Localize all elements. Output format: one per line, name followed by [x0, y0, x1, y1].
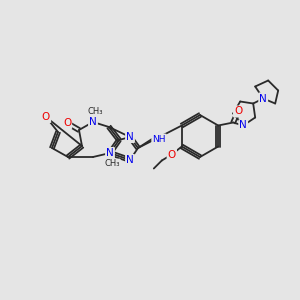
Text: N: N — [106, 148, 114, 158]
Text: O: O — [168, 149, 176, 160]
Text: NH: NH — [152, 134, 166, 143]
Text: CH₃: CH₃ — [104, 160, 120, 169]
Text: N: N — [126, 132, 134, 142]
Text: N: N — [259, 94, 267, 103]
Text: N: N — [89, 117, 97, 127]
Text: O: O — [234, 106, 242, 116]
Text: N: N — [239, 121, 247, 130]
Text: CH₃: CH₃ — [87, 106, 103, 116]
Text: O: O — [63, 118, 71, 128]
Text: O: O — [42, 112, 50, 122]
Text: N: N — [126, 155, 134, 165]
